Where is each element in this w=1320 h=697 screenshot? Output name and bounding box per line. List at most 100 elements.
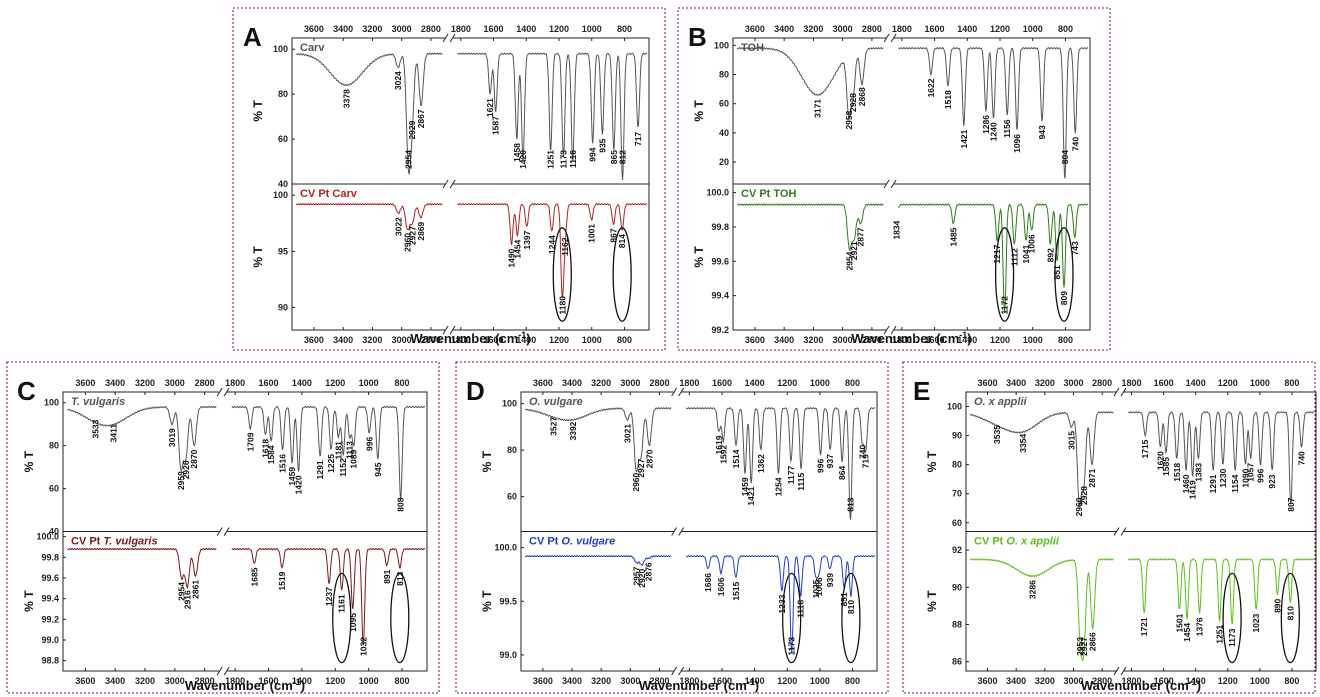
x-tick-label-bottom: 2800 bbox=[1092, 676, 1112, 686]
panel-C: C 3600 3600 3400 3400 3200 3200 3000 3000 2800 280… bbox=[6, 361, 440, 694]
series-name: O. vulgare bbox=[529, 396, 583, 408]
series-name: CV Pt O. x applii bbox=[974, 536, 1060, 548]
axis-break-mark bbox=[442, 179, 449, 189]
peak-label: 1113 bbox=[345, 441, 355, 459]
peak-label: 1715 bbox=[1140, 439, 1150, 458]
spectrum-line bbox=[524, 554, 672, 566]
highlight-ellipse bbox=[782, 572, 802, 664]
x-tick-label-bottom: 1200 bbox=[549, 335, 569, 345]
spectrum-line bbox=[1127, 411, 1315, 505]
axis-break-mark bbox=[449, 33, 456, 43]
peak-label: 3527 bbox=[549, 417, 559, 436]
peak-label: 1501 bbox=[1174, 613, 1184, 632]
panel-frame bbox=[455, 361, 889, 694]
x-tick-label-top: 3200 bbox=[803, 24, 823, 34]
peak-label: 2958 bbox=[844, 110, 854, 129]
highlight-ellipse bbox=[552, 227, 572, 322]
panel-letter: D bbox=[466, 376, 485, 406]
peak-label: 1089 bbox=[349, 449, 359, 468]
x-tick-label-bottom: 1800 bbox=[225, 676, 245, 686]
x-tick-label-top: 3200 bbox=[1035, 378, 1055, 388]
peak-label: 1244 bbox=[547, 235, 557, 254]
x-tick-label-bottom: 3000 bbox=[620, 676, 640, 686]
spectrum-line bbox=[969, 558, 1114, 661]
x-tick-label-bottom: 3400 bbox=[1006, 676, 1026, 686]
x-tick-label-bottom: 3200 bbox=[362, 335, 382, 345]
y-tick-label: 99.4 bbox=[41, 594, 59, 604]
x-tick-label-bottom: 1400 bbox=[516, 335, 536, 345]
peak-label: 1516 bbox=[278, 454, 288, 473]
peak-label: 1420 bbox=[294, 475, 304, 494]
y-tick-label: 99.4 bbox=[711, 291, 729, 301]
peak-label: 1025 bbox=[811, 579, 821, 598]
x-tick-label-bottom: 1400 bbox=[957, 335, 977, 345]
x-tick-label-bottom: 1200 bbox=[990, 335, 1010, 345]
x-tick-label-top: 3600 bbox=[304, 24, 324, 34]
y-tick-label: 60 bbox=[719, 99, 729, 109]
peak-label: 719 bbox=[861, 454, 871, 468]
x-tick-label-top: 1600 bbox=[484, 24, 504, 34]
peak-label: 864 bbox=[837, 465, 847, 479]
x-tick-label-top: 1000 bbox=[1023, 24, 1043, 34]
panel-letter: C bbox=[17, 376, 36, 406]
peak-label: 2927 bbox=[1079, 637, 1089, 656]
x-tick-label-bottom: 1800 bbox=[1122, 676, 1142, 686]
peak-label: 740 bbox=[1297, 451, 1307, 465]
peak-label: 939 bbox=[825, 573, 835, 587]
x-tick-label-bottom: 1600 bbox=[925, 335, 945, 345]
peak-label: 3392 bbox=[568, 421, 578, 440]
spectrum-line bbox=[685, 554, 876, 653]
x-tick-label-bottom: 1200 bbox=[325, 676, 345, 686]
x-tick-label-bottom: 3400 bbox=[333, 335, 353, 345]
peak-label: 2953 bbox=[1075, 637, 1085, 656]
x-tick-label-bottom: 1200 bbox=[1218, 676, 1238, 686]
peak-label: 2926 bbox=[181, 460, 191, 479]
peak-label: 867 bbox=[608, 228, 618, 242]
peak-label: 1834 bbox=[891, 220, 901, 239]
peak-label: 3411 bbox=[109, 424, 119, 443]
peak-label: 1686 bbox=[703, 573, 713, 592]
highlight-ellipse bbox=[1280, 572, 1300, 664]
axis-break-mask bbox=[445, 326, 454, 334]
x-axis-label: Wavenumber (cm-1) bbox=[1081, 677, 1201, 693]
y-tick-label: 60 bbox=[507, 492, 517, 502]
axis-break-mark bbox=[442, 33, 449, 43]
panel-frame bbox=[6, 361, 440, 694]
highlight-ellipse bbox=[612, 227, 632, 322]
x-tick-label-bottom: 1800 bbox=[892, 335, 912, 345]
peak-label: 935 bbox=[597, 138, 607, 152]
highlight-ellipse bbox=[1222, 572, 1242, 664]
peak-label: 1622 bbox=[926, 78, 936, 97]
peak-label: 996 bbox=[364, 437, 374, 451]
peak-label: 1518 bbox=[1172, 463, 1182, 482]
axis-break-mask bbox=[673, 527, 682, 536]
x-tick-label-top: 2800 bbox=[1092, 378, 1112, 388]
spectrum-line bbox=[898, 46, 1089, 179]
x-tick-label-top: 800 bbox=[394, 378, 409, 388]
spectrum-line bbox=[67, 547, 217, 589]
y-axis-label: % T bbox=[22, 590, 36, 612]
axis-break-mask bbox=[219, 527, 228, 536]
x-tick-label-top: 1400 bbox=[516, 24, 536, 34]
x-tick-label-bottom: 1600 bbox=[1154, 676, 1174, 686]
y-axis-label: % T bbox=[22, 450, 36, 472]
y-tick-label: 60 bbox=[952, 518, 962, 528]
x-tick-label-top: 3000 bbox=[833, 24, 853, 34]
x-tick-label-bottom: 1400 bbox=[1186, 676, 1206, 686]
axis-break-mask bbox=[886, 34, 895, 42]
x-tick-label-top: 3000 bbox=[392, 24, 412, 34]
x-tick-label-bottom: 3400 bbox=[105, 676, 125, 686]
peak-label: 1291 bbox=[1208, 474, 1218, 493]
panel-B: B 3600 3600 3400 3400 3200 3200 3000 3000 2800 280… bbox=[677, 7, 1111, 351]
peak-label: 2957 bbox=[632, 566, 642, 585]
peak-label: 937 bbox=[825, 454, 835, 468]
x-tick-label-bottom: 3600 bbox=[75, 676, 95, 686]
peak-label: 1397 bbox=[522, 230, 532, 249]
peak-label: 3171 bbox=[813, 99, 823, 118]
peak-label: 1161 bbox=[337, 594, 347, 613]
peak-label: 1230 bbox=[1218, 468, 1228, 487]
peak-label: 1237 bbox=[324, 587, 334, 606]
peak-label: 1419 bbox=[1188, 480, 1198, 499]
y-tick-label: 99.8 bbox=[711, 222, 729, 232]
y-tick-label: 99.5 bbox=[499, 596, 517, 606]
